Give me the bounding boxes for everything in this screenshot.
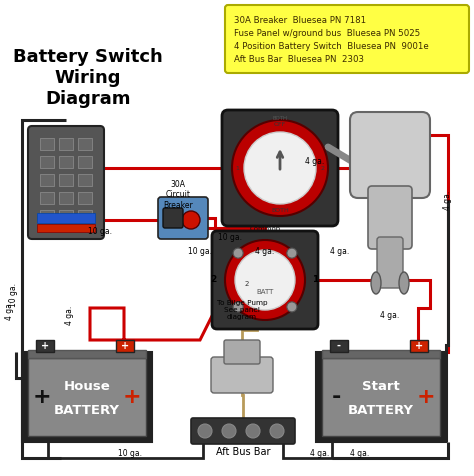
Circle shape <box>225 240 305 320</box>
Text: BATT: BATT <box>256 289 273 295</box>
Text: 10 ga.: 10 ga. <box>188 248 212 257</box>
Circle shape <box>233 248 243 258</box>
Bar <box>28 350 146 358</box>
Text: 2: 2 <box>210 276 216 285</box>
Ellipse shape <box>371 272 381 294</box>
Text: 10 ga.: 10 ga. <box>9 283 18 307</box>
Bar <box>78 174 92 186</box>
Circle shape <box>233 302 243 312</box>
FancyBboxPatch shape <box>222 110 338 226</box>
Bar <box>59 156 73 168</box>
Text: 1: 1 <box>235 166 239 170</box>
Circle shape <box>232 120 328 216</box>
Text: -: - <box>331 387 341 407</box>
Bar <box>37 213 95 223</box>
Text: OFF: OFF <box>274 122 286 128</box>
FancyBboxPatch shape <box>212 231 318 329</box>
Text: Aft Bus Bar: Aft Bus Bar <box>216 447 270 457</box>
Text: 4 ga.: 4 ga. <box>6 300 15 319</box>
Bar <box>322 358 440 436</box>
Text: 30A Breaker  Bluesea PN 7181
Fuse Panel w/ground bus  Bluesea PN 5025
4 Position: 30A Breaker Bluesea PN 7181 Fuse Panel w… <box>234 16 429 64</box>
Bar <box>36 340 54 352</box>
Text: +: + <box>123 387 141 407</box>
Circle shape <box>235 250 295 310</box>
Bar <box>78 156 92 168</box>
Circle shape <box>244 132 316 204</box>
Bar <box>322 350 440 358</box>
Bar <box>40 192 54 204</box>
Text: +: + <box>417 387 435 407</box>
FancyBboxPatch shape <box>225 5 469 73</box>
Text: BATTERY: BATTERY <box>348 404 414 416</box>
Bar <box>59 210 73 222</box>
FancyBboxPatch shape <box>163 208 183 228</box>
FancyBboxPatch shape <box>224 340 260 364</box>
Text: 10 ga.: 10 ga. <box>218 232 242 241</box>
Text: Common: Common <box>249 226 281 232</box>
FancyBboxPatch shape <box>377 237 403 288</box>
Circle shape <box>182 211 200 229</box>
Text: 30A
Circuit
Breaker: 30A Circuit Breaker <box>163 180 193 210</box>
Text: BOTH: BOTH <box>273 116 288 121</box>
Bar <box>37 224 95 232</box>
Bar <box>22 352 152 442</box>
Text: House: House <box>64 379 110 393</box>
Text: 10 ga.: 10 ga. <box>118 448 142 457</box>
Text: 4 ga.: 4 ga. <box>255 248 274 257</box>
Text: +: + <box>121 341 129 351</box>
FancyBboxPatch shape <box>158 197 208 239</box>
Circle shape <box>287 248 297 258</box>
FancyBboxPatch shape <box>191 418 295 444</box>
Bar <box>330 340 348 352</box>
Bar <box>78 138 92 150</box>
Text: 4 ga.: 4 ga. <box>65 306 74 325</box>
Bar <box>78 210 92 222</box>
Bar <box>40 156 54 168</box>
Circle shape <box>287 302 297 312</box>
Text: 4 ga.: 4 ga. <box>310 448 329 457</box>
Text: 10 ga.: 10 ga. <box>88 228 112 237</box>
Bar <box>78 192 92 204</box>
Circle shape <box>270 424 284 438</box>
Text: 1: 1 <box>312 276 318 285</box>
Circle shape <box>198 424 212 438</box>
Bar <box>59 174 73 186</box>
Text: BOTH: BOTH <box>271 208 289 214</box>
Text: +: + <box>33 387 51 407</box>
Ellipse shape <box>399 272 409 294</box>
Text: 4 ga.: 4 ga. <box>305 158 325 167</box>
Text: Start: Start <box>362 379 400 393</box>
FancyBboxPatch shape <box>28 126 104 239</box>
Text: -: - <box>337 341 341 351</box>
Text: +: + <box>415 341 423 351</box>
FancyBboxPatch shape <box>211 357 273 393</box>
Bar <box>410 340 428 352</box>
Text: To Bilge Pump
See panel
diagram: To Bilge Pump See panel diagram <box>217 300 267 320</box>
Text: 2: 2 <box>245 281 249 287</box>
Text: 2: 2 <box>321 166 325 170</box>
FancyBboxPatch shape <box>368 186 412 249</box>
Text: BATTERY: BATTERY <box>54 404 120 416</box>
Text: 4 ga.: 4 ga. <box>380 310 400 319</box>
Bar <box>28 358 146 436</box>
Bar <box>316 352 446 442</box>
Text: 4 ga.: 4 ga. <box>330 248 350 257</box>
Bar <box>59 138 73 150</box>
Circle shape <box>246 424 260 438</box>
Bar <box>59 192 73 204</box>
Circle shape <box>222 424 236 438</box>
Bar <box>40 210 54 222</box>
Text: +: + <box>41 341 49 351</box>
Text: 4 ga.: 4 ga. <box>350 448 370 457</box>
Bar <box>40 174 54 186</box>
Bar <box>116 340 134 352</box>
Bar <box>40 138 54 150</box>
Text: Battery Switch
Wiring
Diagram: Battery Switch Wiring Diagram <box>13 48 163 109</box>
FancyBboxPatch shape <box>350 112 430 198</box>
Text: 4 ga.: 4 ga. <box>444 190 453 209</box>
